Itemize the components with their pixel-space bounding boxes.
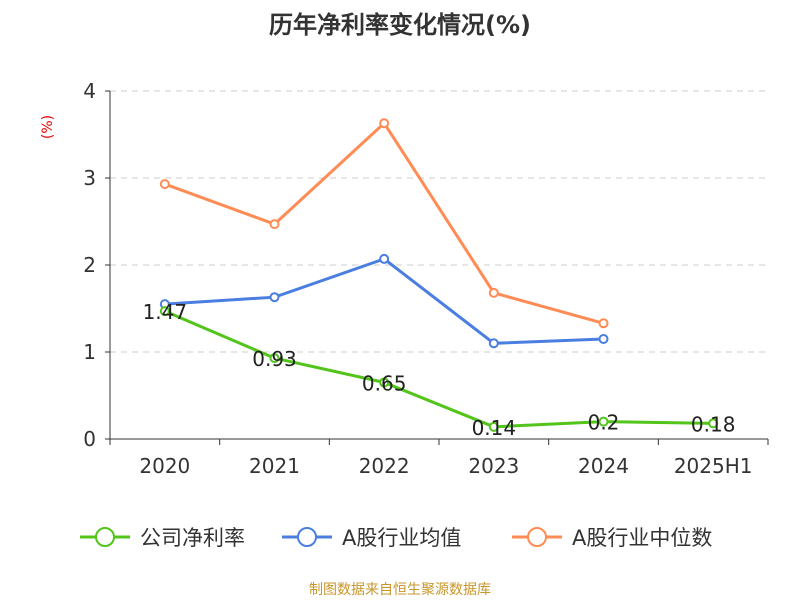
x-tick-label: 2024 (578, 454, 629, 478)
y-tick-label: 0 (83, 427, 96, 451)
data-point (488, 287, 499, 298)
source-note: 制图数据来自恒生聚源数据库 (309, 582, 491, 598)
chart-title: 历年净利率变化情况(%) (269, 11, 531, 39)
y-tick-label: 2 (83, 253, 96, 277)
data-point (269, 219, 280, 230)
y-axis-label: (%) (40, 115, 56, 139)
data-point (379, 118, 390, 129)
data-point (598, 333, 609, 344)
data-point (488, 338, 499, 349)
x-tick-label: 2023 (468, 454, 519, 478)
data-label: 0.2 (588, 411, 620, 435)
data-point (598, 318, 609, 329)
data-point (598, 416, 609, 427)
legend-marker-circle (527, 527, 547, 547)
legend-marker-circle (95, 527, 115, 547)
series-line (164, 309, 714, 429)
data-point (379, 253, 390, 264)
series-line (164, 257, 604, 345)
data-point (269, 292, 280, 303)
data-label: 0.18 (691, 412, 736, 436)
data-point (269, 353, 280, 364)
legend-label: 公司净利率 (140, 526, 245, 550)
data-point (159, 179, 170, 190)
y-tick-label: 3 (83, 166, 96, 190)
data-point (379, 377, 390, 388)
x-tick-label: 2022 (359, 454, 410, 478)
data-label: 0.14 (472, 416, 517, 440)
data-point (159, 306, 170, 317)
data-label: 1.47 (143, 300, 188, 324)
y-tick-label: 4 (83, 79, 96, 103)
data-label: 0.65 (362, 371, 407, 395)
legend-marker-circle (297, 527, 317, 547)
series-line (164, 120, 604, 325)
legend-label: A股行业中位数 (572, 526, 712, 550)
x-tick-label: 2025H1 (674, 454, 753, 478)
data-point (708, 418, 719, 429)
legend-label: A股行业均值 (342, 526, 461, 550)
x-tick-label: 2020 (139, 454, 190, 478)
data-point (488, 421, 499, 432)
data-label: 0.93 (252, 347, 297, 371)
x-tick-label: 2021 (249, 454, 300, 478)
y-tick-label: 1 (83, 340, 96, 364)
